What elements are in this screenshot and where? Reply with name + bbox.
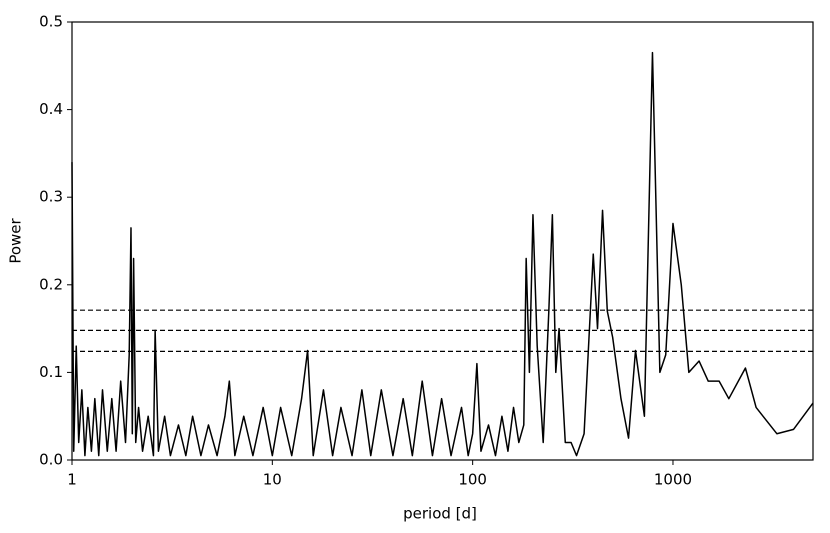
plot-frame <box>71 21 814 461</box>
y-tick-label: 0.5 <box>39 13 63 31</box>
y-tick-label: 0.0 <box>39 451 63 469</box>
y-axis-label: Power <box>7 217 25 263</box>
y-tick-label: 0.4 <box>39 100 63 118</box>
y-tick-label: 0.2 <box>39 275 63 293</box>
y-tick-label: 0.3 <box>39 188 63 206</box>
x-tick-label: 100 <box>458 471 487 489</box>
y-tick-label: 0.1 <box>39 363 63 381</box>
x-tick-label: 1 <box>67 471 77 489</box>
x-axis-label: period [d] <box>403 505 477 523</box>
series-line <box>71 51 814 457</box>
x-tick-label: 1000 <box>654 471 692 489</box>
x-tick-label: 10 <box>263 471 282 489</box>
